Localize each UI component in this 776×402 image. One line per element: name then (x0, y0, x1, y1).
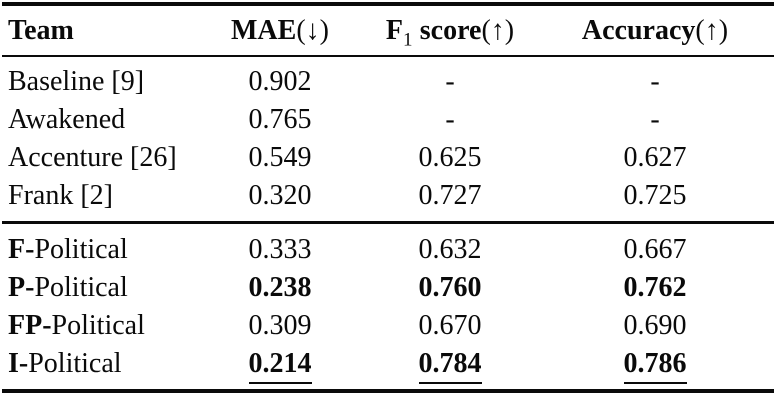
down-arrow-icon: (↓) (296, 15, 329, 46)
table-row: Baseline [9] 0.902 - - (0, 63, 776, 101)
team-cell: FP-Political (0, 307, 212, 345)
accuracy-cell: - (650, 66, 660, 97)
team-cell: Baseline [9] (0, 63, 212, 101)
column-header-f1-score: F1 score(↑) (348, 6, 552, 55)
f1-cell: 0.632 (418, 234, 482, 265)
up-arrow-icon: (↑) (481, 15, 515, 46)
mae-cell: 0.549 (248, 142, 312, 173)
accuracy-cell: 0.627 (623, 142, 687, 173)
team-cell: Accenture [26] (0, 139, 212, 177)
f1-cell: 0.760 (418, 272, 482, 303)
bottom-rule (2, 389, 774, 393)
column-header-mae: MAE(↓) (212, 6, 348, 55)
team-cell: Awakened (0, 101, 212, 139)
f1-cell: - (445, 66, 455, 97)
table-row: Awakened 0.765 - - (0, 101, 776, 139)
team-prefix: P- (8, 272, 35, 303)
team-name: Political (34, 234, 128, 265)
up-arrow-icon: (↑) (695, 15, 729, 46)
mae-cell: 0.902 (248, 66, 312, 97)
f1-cell: 0.625 (418, 142, 482, 173)
mae-cell: 0.765 (248, 104, 312, 135)
team-cell: I-Political (0, 345, 212, 383)
accuracy-cell: 0.762 (623, 272, 687, 303)
team-cell: P-Political (0, 269, 212, 307)
table-header-row: Team MAE(↓) F1 score(↑) Accuracy(↑) (0, 6, 776, 55)
mae-cell: 0.309 (248, 310, 312, 341)
political-group: F-Political 0.333 0.632 0.667 P-Politica… (0, 224, 776, 389)
top-rule (2, 2, 774, 6)
mae-label: MAE (231, 15, 297, 46)
f1-score-label: score (419, 15, 482, 46)
team-name: Political (28, 348, 122, 379)
table-row: F-Political 0.333 0.632 0.667 (0, 231, 776, 269)
mae-cell: 0.320 (248, 180, 312, 211)
team-name: Political (51, 310, 145, 341)
table-row: Accenture [26] 0.549 0.625 0.627 (0, 139, 776, 177)
mae-cell: 0.238 (248, 272, 312, 303)
table-row: P-Political 0.238 0.760 0.762 (0, 269, 776, 307)
mid-rule (2, 221, 774, 224)
accuracy-label: Accuracy (581, 15, 696, 46)
accuracy-cell: - (650, 104, 660, 135)
baseline-group: Baseline [9] 0.902 - - Awakened 0.765 - … (0, 57, 776, 221)
team-prefix: F- (8, 234, 35, 265)
column-header-team: Team (8, 15, 74, 46)
f1-cell: - (445, 104, 455, 135)
team-cell: F-Political (0, 231, 212, 269)
accuracy-cell: 0.725 (623, 180, 687, 211)
accuracy-cell: 0.667 (623, 234, 687, 265)
team-prefix: FP- (8, 310, 52, 341)
f1-letter: F (385, 15, 403, 46)
accuracy-cell: 0.690 (623, 310, 687, 341)
team-name: Awakened (8, 104, 126, 135)
f1-cell: 0.670 (418, 310, 482, 341)
team-name: Frank [2] (8, 180, 113, 211)
table-row: Frank [2] 0.320 0.727 0.725 (0, 177, 776, 215)
mae-cell: 0.214 (212, 345, 348, 384)
accuracy-cell: 0.786 (552, 345, 758, 384)
team-prefix: I- (8, 348, 29, 379)
column-header-accuracy: Accuracy(↑) (552, 6, 758, 55)
f1-subscript: 1 (402, 29, 413, 51)
header-rule (2, 55, 774, 57)
table-row: FP-Political 0.309 0.670 0.690 (0, 307, 776, 345)
table-row: I-Political 0.214 0.784 0.786 (0, 345, 776, 384)
team-cell: Frank [2] (0, 177, 212, 215)
f1-cell: 0.784 (348, 345, 552, 384)
team-name: Political (34, 272, 128, 303)
team-name: Accenture [26] (8, 142, 177, 173)
mae-cell: 0.333 (248, 234, 312, 265)
f1-cell: 0.727 (418, 180, 482, 211)
team-name: Baseline [9] (8, 66, 145, 97)
